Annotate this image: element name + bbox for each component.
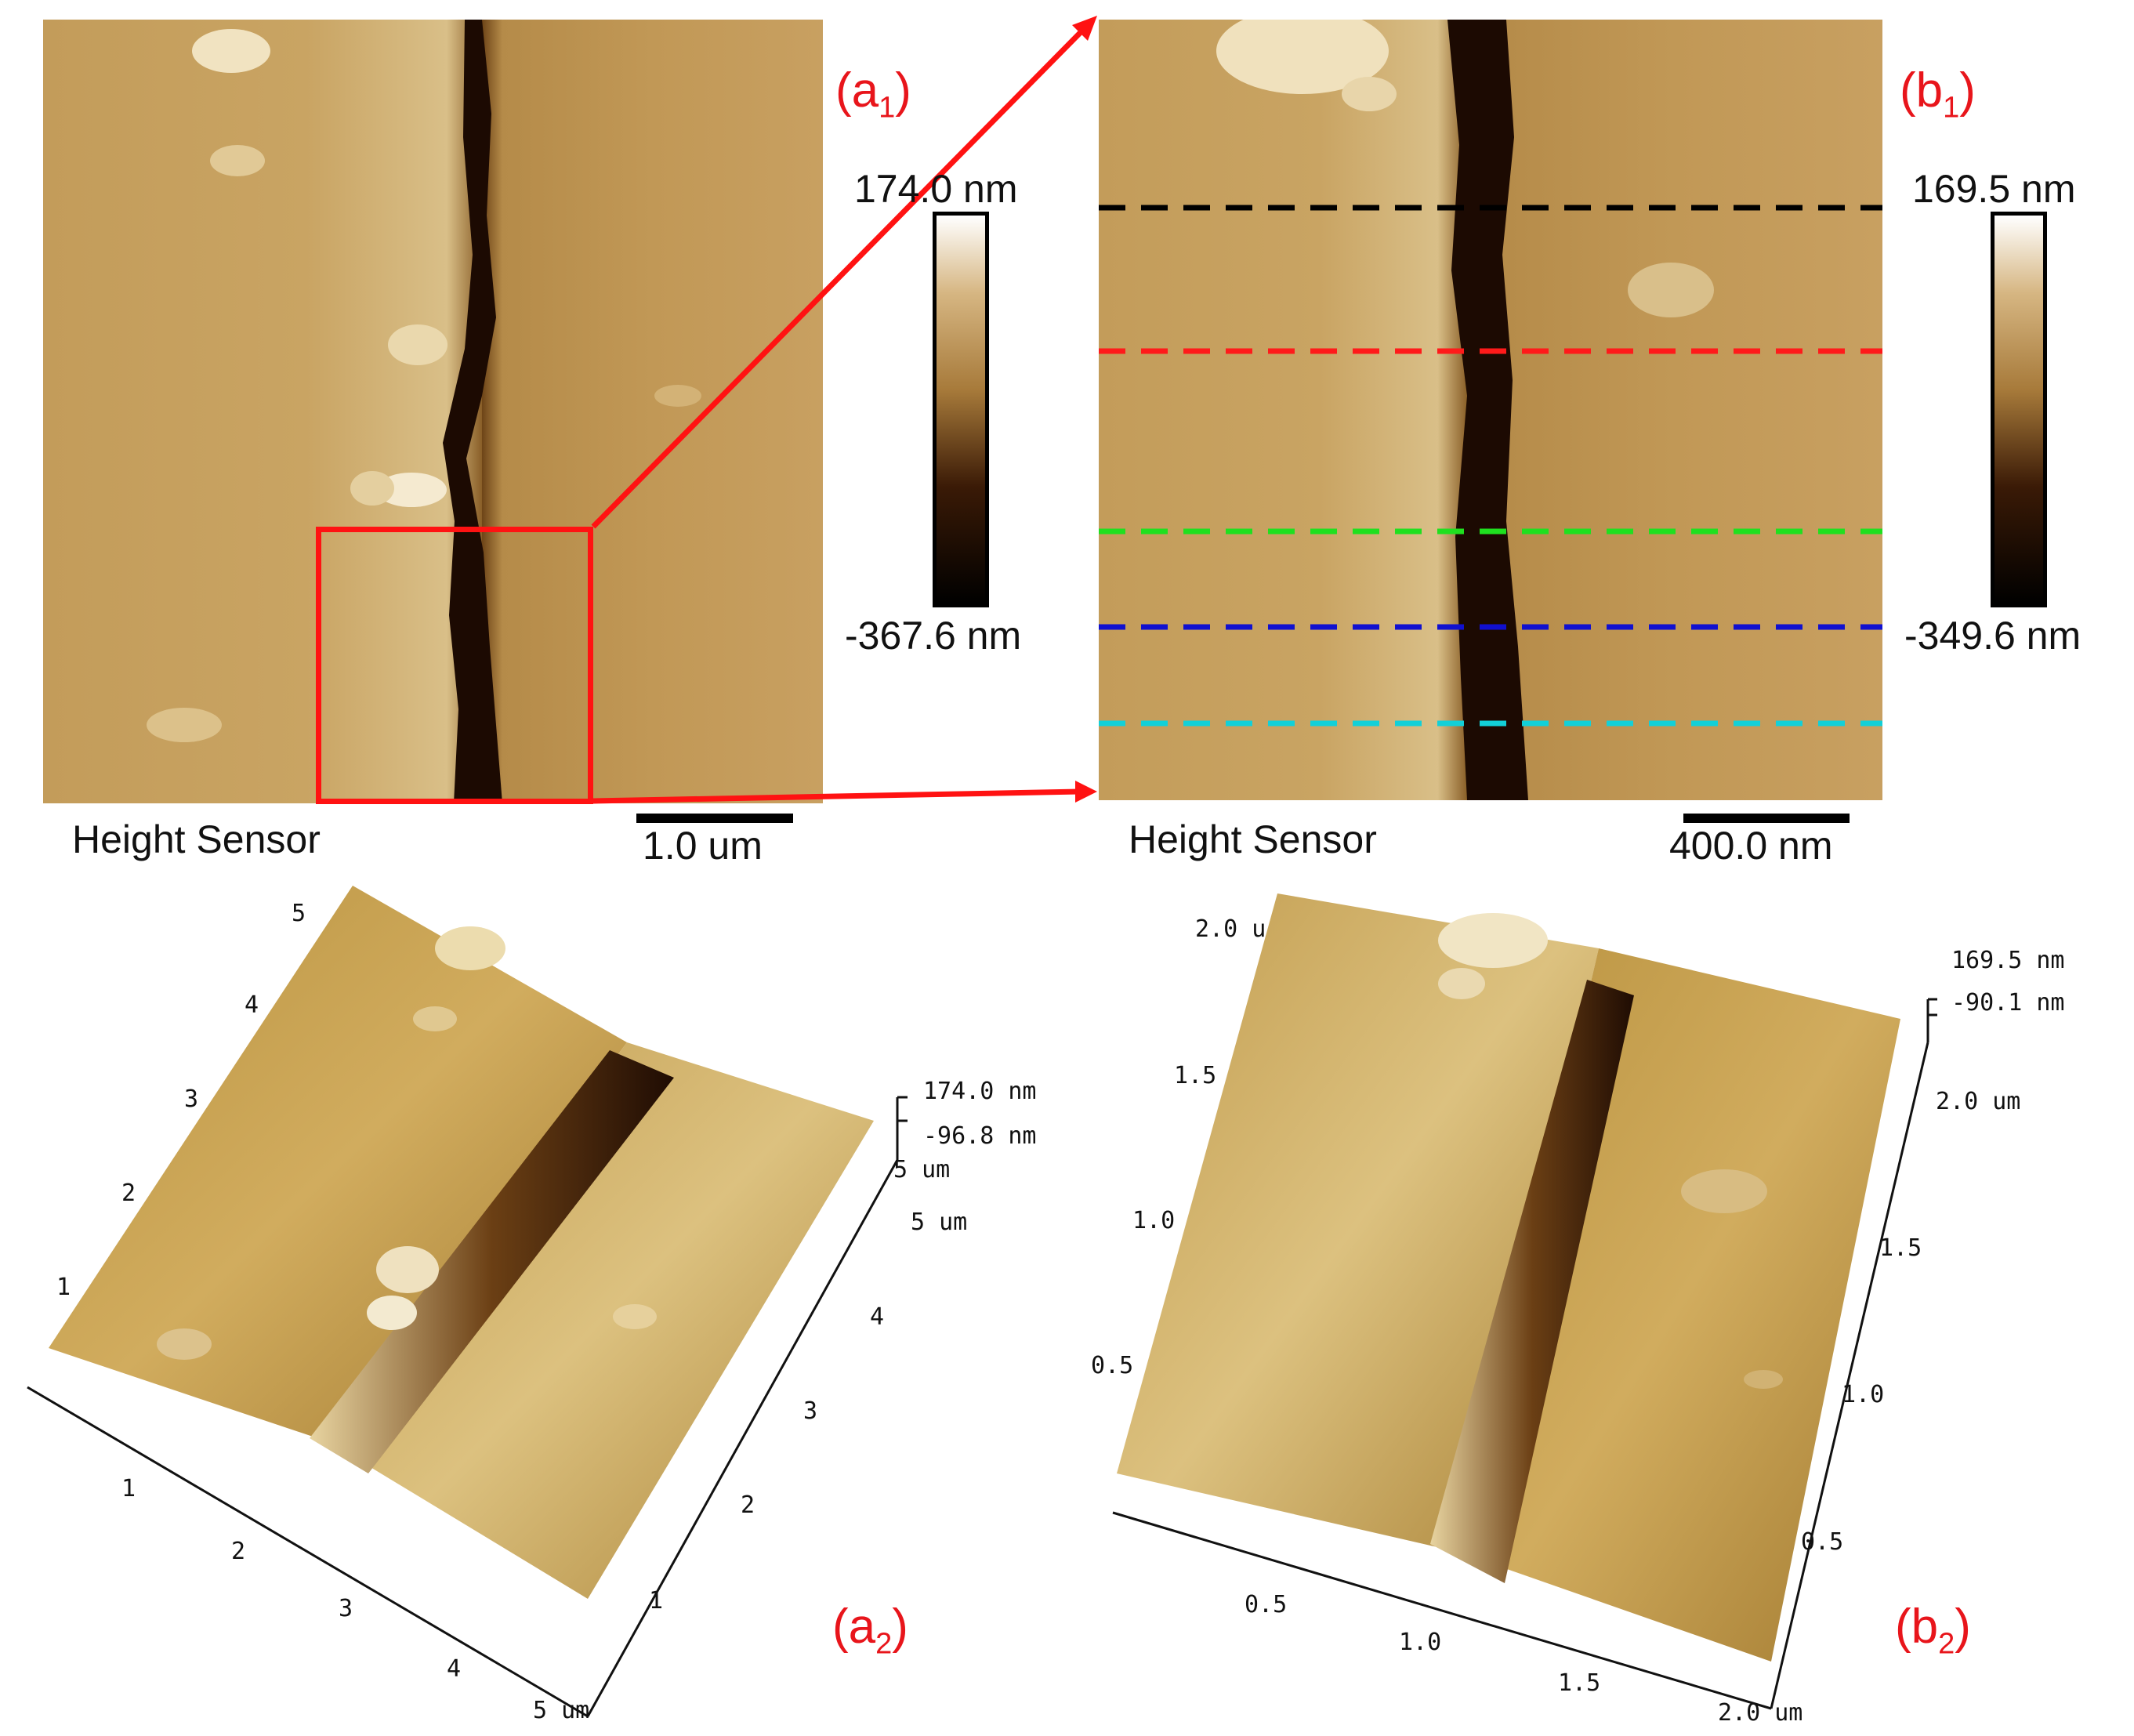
surface-bump [613, 1304, 657, 1329]
arrow-head-icon [1075, 781, 1097, 803]
a2-z-unit: 5 um [893, 1156, 951, 1183]
b2-z-max: 169.5 nm [1951, 947, 2065, 974]
zoom-arrow-bottom [592, 788, 1081, 804]
sensor-label-b1: Height Sensor [1129, 817, 1377, 861]
surface-bump [1681, 1169, 1767, 1213]
afm-particle [147, 708, 222, 742]
afm-surface-right [482, 20, 823, 803]
scale-label-b1: 400.0 nm [1669, 824, 1833, 868]
colorbar-min-b1: -349.6 nm [1904, 614, 2081, 658]
panel-label-a2: (a2) [832, 1600, 908, 1661]
afm-3d-a2 [27, 886, 908, 1718]
zoom-arrow-top [591, 25, 1088, 529]
a2-right-tick-3: 3 [803, 1397, 818, 1425]
front-axis-line [27, 1386, 589, 1718]
b2-z-min: -90.1 nm [1951, 989, 2065, 1017]
afm-crack [443, 20, 502, 803]
b2-front-tick-3: 1.5 [1558, 1669, 1601, 1697]
b2-left-tick-1: 0.5 [1091, 1352, 1134, 1379]
surface-bump [367, 1296, 417, 1330]
b2-left-tick-2: 1.0 [1132, 1207, 1176, 1234]
b2-front-axis-end: 2.0 um [1718, 1699, 1803, 1727]
scale-bar-b1 [1683, 814, 1850, 823]
a2-front-axis-end: 5 um [533, 1697, 590, 1724]
a2-front-tick-2: 2 [231, 1538, 246, 1565]
a2-left-tick-2: 2 [121, 1180, 136, 1207]
a2-left-tick-1: 1 [56, 1274, 71, 1301]
afm-surface-left [43, 20, 482, 803]
b2-left-tick-4: 2.0 u [1195, 915, 1266, 943]
afm-surface-left [1099, 20, 1467, 800]
afm-particle [654, 385, 701, 407]
b2-front-tick-2: 1.0 [1399, 1629, 1442, 1656]
afm-3d-b2 [1112, 893, 1937, 1710]
a2-z-max: 174.0 nm [923, 1078, 1037, 1105]
colorbar-max-a1: 174.0 nm [854, 167, 1018, 211]
b2-right-tick-3: 1.5 [1879, 1234, 1922, 1262]
panel-label-a1: (a1) [835, 63, 911, 125]
colorbar-b1 [1991, 212, 2047, 607]
afm-particle [1628, 263, 1714, 317]
afm-particle [376, 473, 447, 507]
afm-surface-right [1467, 20, 1882, 800]
colorbar-min-a1: -367.6 nm [845, 614, 1022, 658]
b2-front-tick-1: 0.5 [1245, 1591, 1288, 1618]
right-axis-line [1770, 1042, 1929, 1709]
profile-lines-b1 [1099, 205, 1882, 727]
afm-particle [192, 29, 270, 73]
a2-front-tick-4: 4 [447, 1655, 462, 1683]
b2-right-tick-2: 1.0 [1842, 1381, 1885, 1408]
front-axis-line [1112, 1511, 1772, 1710]
afm-image-a1 [43, 20, 823, 803]
afm-image-b1 [1099, 20, 1882, 800]
b2-corner-unit: 2.0 um [1936, 1088, 2021, 1115]
sensor-label-a1: Height Sensor [72, 817, 321, 861]
a2-left-tick-5: 5 [292, 900, 306, 927]
arrow-head-icon [1072, 16, 1097, 41]
surface-bump [435, 926, 505, 970]
a2-front-tick-1: 1 [121, 1475, 136, 1502]
a2-right-tick-2: 2 [741, 1491, 755, 1519]
afm-crack [1447, 20, 1528, 800]
afm-particle [1216, 20, 1389, 94]
surface-right-half [329, 1042, 874, 1599]
a2-right-tick-1: 1 [649, 1587, 664, 1615]
panel-label-b2: (b2) [1895, 1600, 1971, 1661]
a2-front-tick-3: 3 [339, 1595, 353, 1622]
surface-bump [1744, 1370, 1783, 1389]
a2-right-tick-4: 4 [870, 1303, 885, 1331]
colorbar-max-b1: 169.5 nm [1912, 167, 2076, 211]
b2-right-tick-1: 0.5 [1801, 1528, 1844, 1556]
a2-left-tick-3: 3 [184, 1085, 199, 1113]
afm-particle [1342, 77, 1397, 111]
a2-left-tick-4: 4 [245, 991, 259, 1019]
zoom-box [316, 527, 593, 804]
colorbar-a1 [933, 212, 989, 607]
surface-left-half [49, 886, 627, 1442]
afm-particle [210, 145, 265, 176]
surface-bump [1438, 913, 1548, 968]
surface-bump [413, 1006, 457, 1031]
crack-trench [310, 1050, 674, 1473]
surface-bump [157, 1328, 212, 1360]
surface-bump [376, 1246, 439, 1293]
right-axis-line [586, 1159, 899, 1717]
scale-label-a1: 1.0 um [643, 824, 763, 868]
b2-left-tick-3: 1.5 [1174, 1062, 1217, 1089]
afm-particle [388, 324, 447, 365]
afm-particle [350, 471, 394, 506]
panel-label-b1: (b1) [1900, 63, 1976, 125]
crack-trench [1430, 980, 1634, 1583]
a2-corner-unit: 5 um [911, 1209, 968, 1236]
a2-z-min: -96.8 nm [923, 1122, 1037, 1150]
surface-bump [1438, 968, 1485, 999]
scale-bar-a1 [636, 814, 793, 823]
